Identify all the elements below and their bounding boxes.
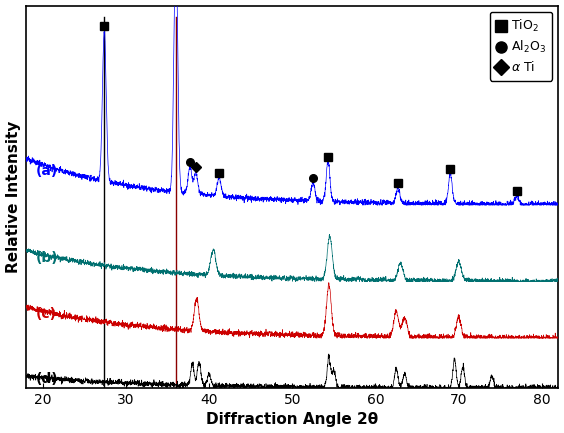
Text: (a): (a) [36,164,58,178]
Legend: TiO$_2$, Al$_2$O$_3$, $\alpha$ Ti: TiO$_2$, Al$_2$O$_3$, $\alpha$ Ti [490,12,552,81]
Text: (b): (b) [36,251,59,265]
X-axis label: Diffraction Angle 2θ: Diffraction Angle 2θ [206,413,378,427]
Text: (c): (c) [36,307,57,321]
Y-axis label: Relative Intensity: Relative Intensity [6,121,20,273]
Text: (d): (d) [36,372,59,386]
